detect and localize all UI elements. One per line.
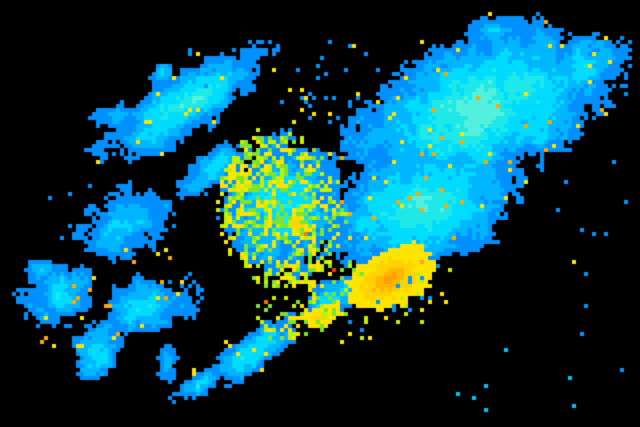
radar-reflectivity-canvas — [0, 0, 640, 427]
weather-radar-image: Weather radar reflectivity composite ima… — [0, 0, 640, 427]
